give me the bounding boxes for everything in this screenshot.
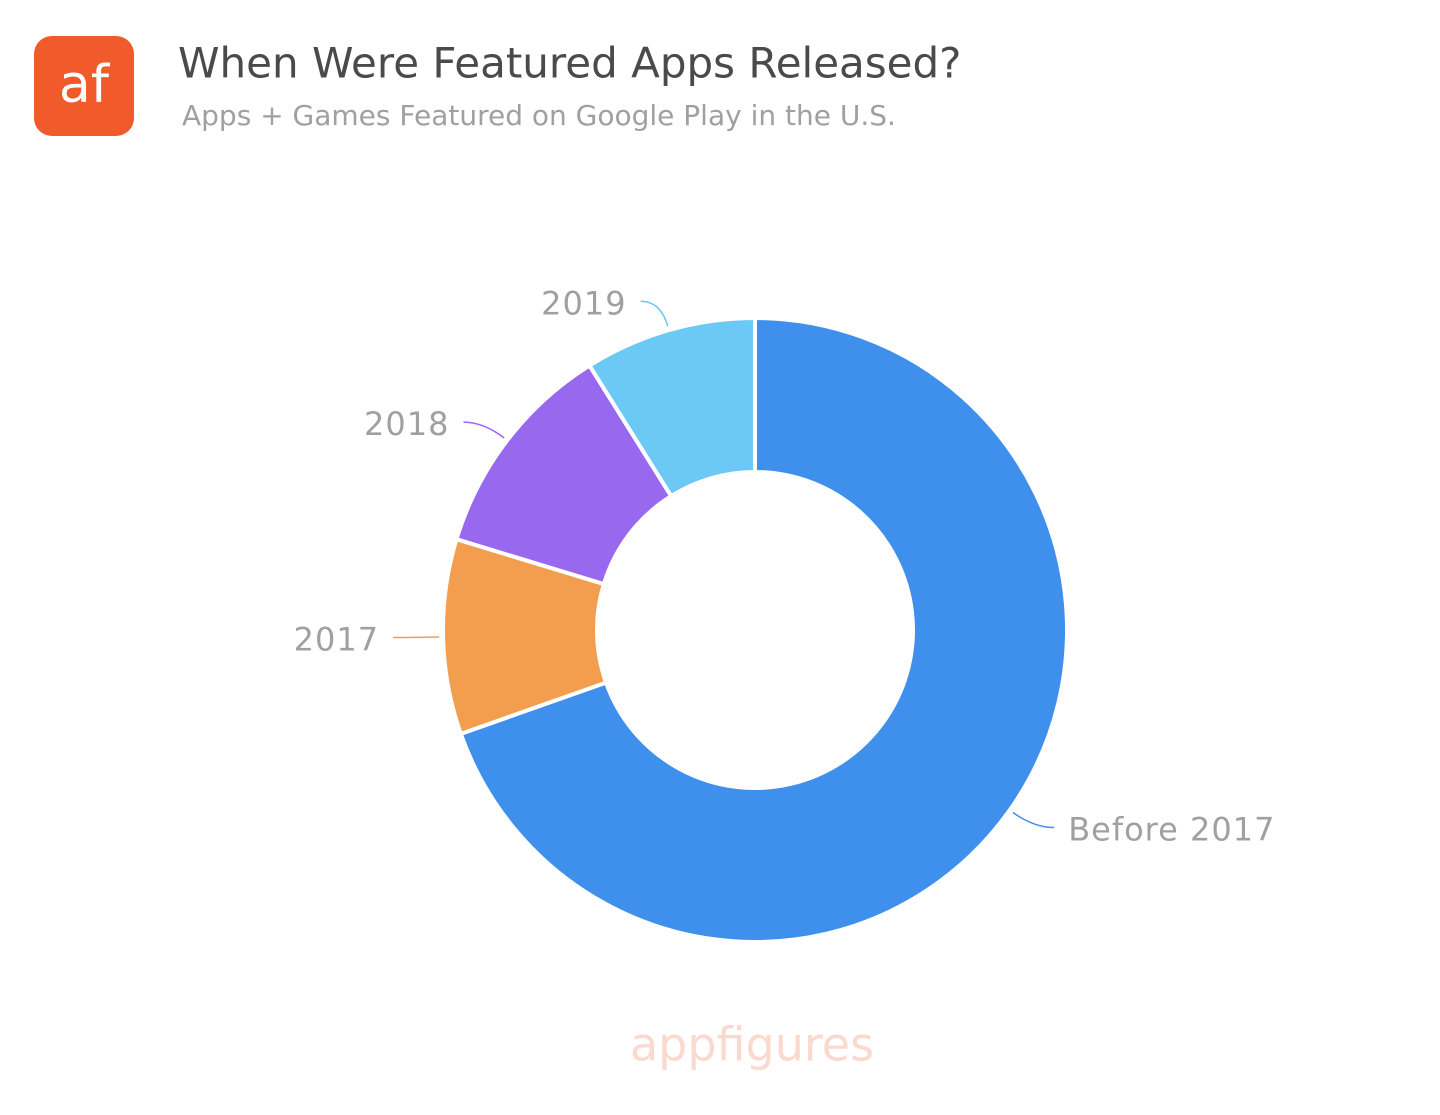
slice-label: 2017 — [294, 621, 379, 659]
slice-label: 2018 — [364, 405, 449, 443]
slice-label: 2019 — [541, 284, 626, 322]
donut-slice — [458, 315, 1069, 944]
chart-subtitle: Apps + Games Featured on Google Play in … — [182, 99, 896, 132]
leader-line — [463, 421, 505, 439]
donut-slice — [586, 315, 757, 499]
logo-text: af — [59, 55, 111, 115]
donut-slice — [454, 362, 674, 587]
slice-label: Before 2017 — [1068, 811, 1275, 849]
chart-title: When Were Featured Apps Released? — [178, 39, 961, 88]
leader-line — [393, 636, 440, 639]
leader-line — [1012, 811, 1055, 829]
watermark: appfigures — [630, 1018, 874, 1072]
logo-box — [34, 36, 134, 136]
leader-line — [640, 300, 669, 327]
